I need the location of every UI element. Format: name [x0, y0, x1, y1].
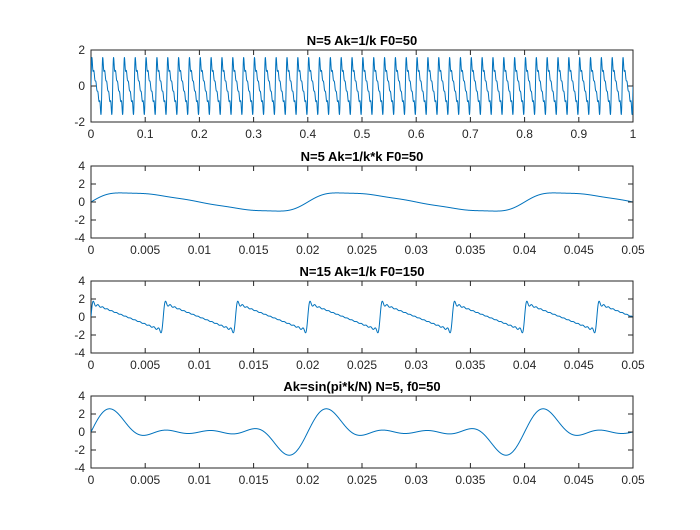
x-tick-label: 0.045	[564, 473, 594, 487]
x-tick-label: 0.035	[455, 473, 485, 487]
x-tick-label: 0.03	[405, 358, 429, 372]
series-line-1	[91, 408, 633, 456]
x-tick-label: 0.025	[347, 473, 377, 487]
y-tick-label: -2	[74, 328, 85, 342]
y-tick-label: 0	[78, 310, 85, 324]
x-tick-label: 0.8	[516, 127, 533, 141]
y-tick-label: 2	[78, 177, 85, 191]
x-tick-label: 0.2	[191, 127, 208, 141]
x-tick-label: 0.05	[621, 473, 645, 487]
x-tick-label: 0.02	[296, 473, 320, 487]
x-tick-label: 0.01	[188, 243, 212, 257]
x-tick-label: 0.005	[130, 473, 160, 487]
x-tick-label: 0.035	[455, 358, 485, 372]
x-tick-label: 0.015	[239, 473, 269, 487]
subplot-2: 0 0.005 0.01 0.015 0.02 0.025 0.03 0.035 0.04 0.0…	[74, 149, 645, 257]
y-tick-label: -2	[74, 213, 85, 227]
x-tick-label: 0.045	[564, 358, 594, 372]
y-tick-label: 2	[78, 292, 85, 306]
subplot-4: 0 0.005 0.01 0.015 0.02 0.025 0.03 0.035 0.04 0.0…	[74, 379, 645, 487]
y-tick-label: 4	[78, 159, 85, 173]
x-tick-label: 0.7	[462, 127, 479, 141]
x-tick-label: 0.03	[405, 473, 429, 487]
x-tick-label: 0.03	[405, 243, 429, 257]
x-tick-label: 0.02	[296, 358, 320, 372]
x-tick-label: 0	[88, 243, 95, 257]
x-tick-label: 0.02	[296, 243, 320, 257]
x-tick-label: 0.015	[239, 243, 269, 257]
series-line-1	[91, 57, 633, 115]
y-tick-label: 0	[78, 425, 85, 439]
axes-box	[90, 395, 634, 469]
subplot-title: Ak=sin(pi*k/N) N=5, f0=50	[283, 379, 440, 394]
y-tick-label: -2	[74, 115, 85, 129]
x-tick-label: 0.01	[188, 358, 212, 372]
y-tick-label: 4	[78, 274, 85, 288]
x-tick-label: 0.045	[564, 243, 594, 257]
x-tick-label: 0.015	[239, 358, 269, 372]
y-tick-label: 2	[78, 43, 85, 57]
axes-box	[90, 280, 634, 354]
x-tick-label: 1	[630, 127, 637, 141]
subplot-3: 0 0.005 0.01 0.015 0.02 0.025 0.03 0.035 0.04 0.0…	[74, 264, 645, 372]
x-tick-label: 0.05	[621, 358, 645, 372]
x-tick-label: 0.9	[570, 127, 587, 141]
y-tick-label: 4	[78, 389, 85, 403]
x-tick-label: 0.005	[130, 243, 160, 257]
x-tick-label: 0.5	[354, 127, 371, 141]
x-tick-label: 0.04	[513, 358, 537, 372]
y-tick-label: -4	[74, 346, 85, 360]
subplot-title: N=15 Ak=1/k F0=150	[300, 264, 425, 279]
x-tick-label: 0	[88, 358, 95, 372]
y-tick-label: -4	[74, 231, 85, 245]
x-tick-label: 0.05	[621, 243, 645, 257]
x-tick-label: 0.035	[455, 243, 485, 257]
x-tick-label: 0.1	[137, 127, 154, 141]
x-tick-label: 0.6	[408, 127, 425, 141]
x-tick-label: 0	[88, 127, 95, 141]
x-tick-label: 0.01	[188, 473, 212, 487]
subplot-title: N=5 Ak=1/k F0=50	[307, 33, 417, 48]
x-tick-label: 0.4	[299, 127, 316, 141]
series-line-1	[91, 192, 633, 212]
x-tick-label: 0.04	[513, 243, 537, 257]
x-tick-label: 0.3	[245, 127, 262, 141]
x-tick-label: 0.04	[513, 473, 537, 487]
y-tick-label: 2	[78, 407, 85, 421]
x-tick-label: 0.025	[347, 358, 377, 372]
y-tick-label: -4	[74, 461, 85, 475]
x-tick-label: 0.025	[347, 243, 377, 257]
series-line-1	[91, 300, 633, 334]
x-tick-label: 0.005	[130, 358, 160, 372]
y-tick-label: 0	[78, 195, 85, 209]
y-tick-label: 0	[78, 79, 85, 93]
axes-box	[90, 165, 634, 239]
x-tick-label: 0	[88, 473, 95, 487]
y-tick-label: -2	[74, 443, 85, 457]
subplot-title: N=5 Ak=1/k*k F0=50	[301, 149, 424, 164]
